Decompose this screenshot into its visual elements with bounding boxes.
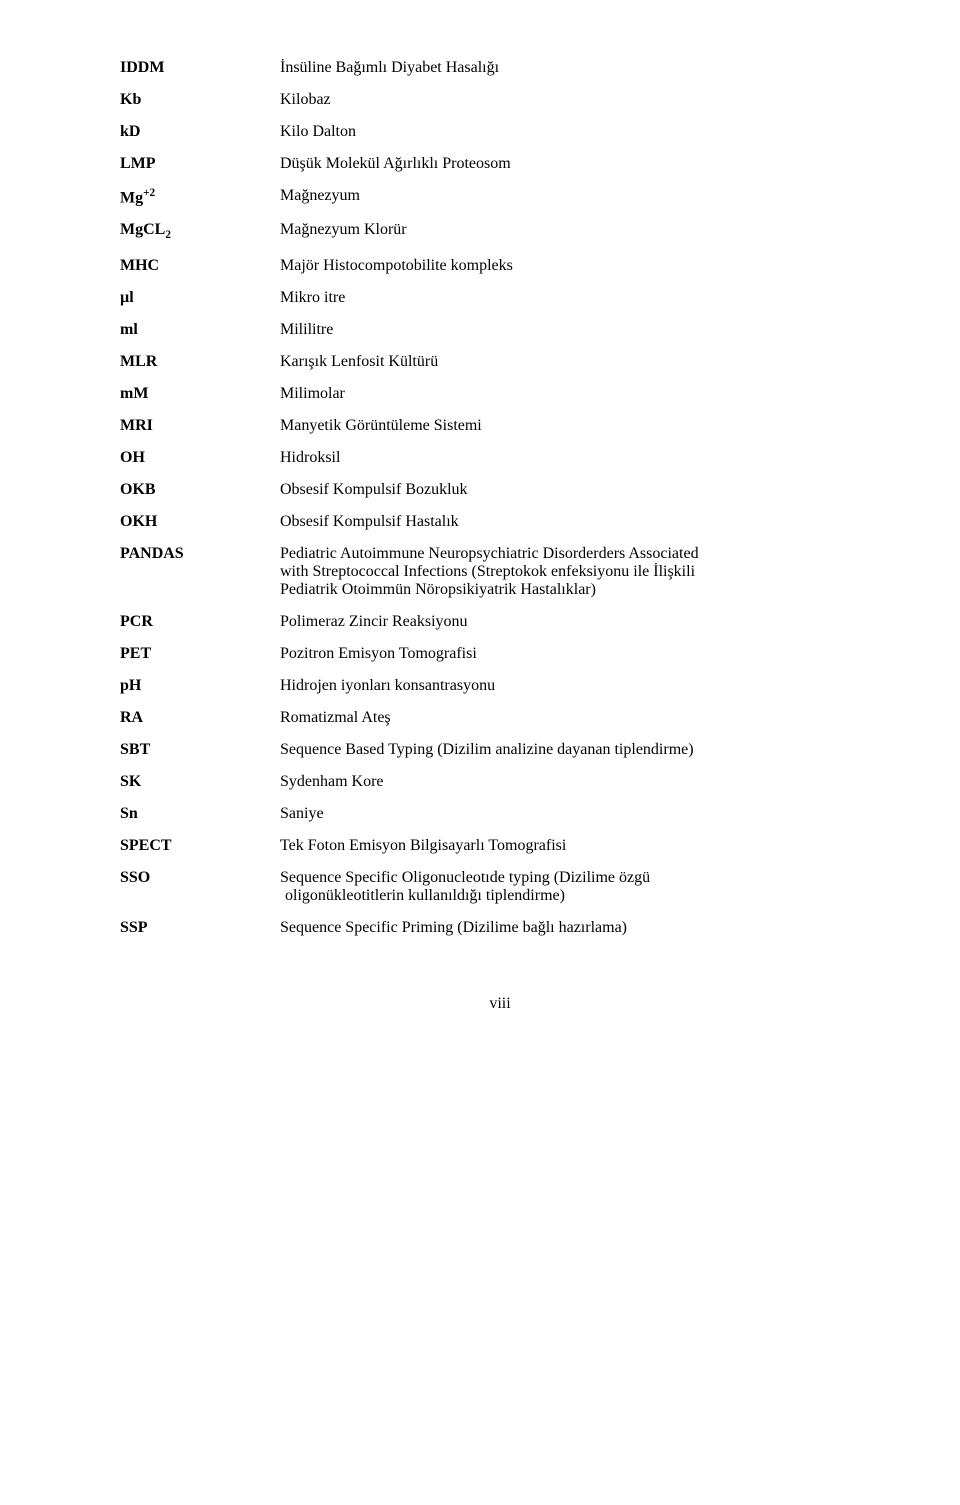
abbr-term: PANDAS [120, 546, 280, 562]
abbr-row: mMMilimolar [120, 386, 880, 402]
abbr-definition: Polimeraz Zincir Reaksiyonu [280, 614, 880, 630]
abbr-row: SSPSequence Specific Priming (Dizilime b… [120, 920, 880, 936]
abbr-definition: Obsesif Kompulsif Hastalık [280, 514, 880, 530]
abbr-row: SSOSequence Specific Oligonucleotıde typ… [120, 870, 880, 886]
abbr-row: SKSydenham Kore [120, 774, 880, 790]
abbr-term: SSO [120, 870, 280, 886]
abbr-row: SPECTTek Foton Emisyon Bilgisayarlı Tomo… [120, 838, 880, 854]
abbr-row: kDKilo Dalton [120, 124, 880, 140]
abbr-definition: Hidroksil [280, 450, 880, 466]
abbr-row: MRIManyetik Görüntüleme Sistemi [120, 418, 880, 434]
abbr-term: SSP [120, 920, 280, 936]
abbr-term: IDDM [120, 60, 280, 76]
abbr-row: µlMikro itre [120, 290, 880, 306]
abbr-row: OKBObsesif Kompulsif Bozukluk [120, 482, 880, 498]
abbr-definition: Tek Foton Emisyon Bilgisayarlı Tomografi… [280, 838, 880, 854]
abbr-row: IDDMİnsüline Bağımlı Diyabet Hasalığı [120, 60, 880, 76]
abbr-row: pHHidrojen iyonları konsantrasyonu [120, 678, 880, 694]
abbr-term: pH [120, 678, 280, 694]
abbr-definition: İnsüline Bağımlı Diyabet Hasalığı [280, 60, 880, 76]
abbr-term: ml [120, 322, 280, 338]
abbreviation-list: IDDMİnsüline Bağımlı Diyabet HasalığıKbK… [120, 60, 880, 936]
abbr-definition: Milimolar [280, 386, 880, 402]
abbr-definition-continuation: Pediatrik Otoimmün Nöropsikiyatrik Hasta… [120, 582, 880, 598]
abbr-row: RARomatizmal Ateş [120, 710, 880, 726]
abbr-term: Sn [120, 806, 280, 822]
page-number: viii [120, 996, 880, 1012]
abbr-row: MgCL2Mağnezyum Klorür [120, 222, 880, 241]
abbr-term: SBT [120, 742, 280, 758]
abbr-term: MgCL2 [120, 222, 280, 241]
abbr-definition: Sequence Specific Oligonucleotıde typing… [280, 870, 880, 886]
abbr-term: SPECT [120, 838, 280, 854]
abbr-definition: Mağnezyum [280, 188, 880, 204]
abbr-definition-continuation: with Streptococcal Infections (Streptoko… [120, 564, 880, 580]
abbr-term: µl [120, 290, 280, 306]
abbr-row: MLRKarışık Lenfosit Kültürü [120, 354, 880, 370]
abbr-definition: Hidrojen iyonları konsantrasyonu [280, 678, 880, 694]
abbr-row: OHHidroksil [120, 450, 880, 466]
abbr-term: OKH [120, 514, 280, 530]
abbr-definition: Kilo Dalton [280, 124, 880, 140]
abbr-term: OKB [120, 482, 280, 498]
abbr-term: SK [120, 774, 280, 790]
abbr-definition: Pediatric Autoimmune Neuropsychiatric Di… [280, 546, 880, 562]
abbr-definition: Karışık Lenfosit Kültürü [280, 354, 880, 370]
abbr-row: KbKilobaz [120, 92, 880, 108]
abbr-row: MHCMajör Histocompotobilite kompleks [120, 258, 880, 274]
abbr-definition: Obsesif Kompulsif Bozukluk [280, 482, 880, 498]
abbr-row: mlMililitre [120, 322, 880, 338]
abbr-term: PCR [120, 614, 280, 630]
abbr-term: MRI [120, 418, 280, 434]
abbr-row: OKHObsesif Kompulsif Hastalık [120, 514, 880, 530]
abbr-row: PETPozitron Emisyon Tomografisi [120, 646, 880, 662]
abbr-definition: Düşük Molekül Ağırlıklı Proteosom [280, 156, 880, 172]
abbr-row: LMPDüşük Molekül Ağırlıklı Proteosom [120, 156, 880, 172]
abbr-term: LMP [120, 156, 280, 172]
abbr-definition: Sydenham Kore [280, 774, 880, 790]
abbr-term: mM [120, 386, 280, 402]
abbr-definition: Pozitron Emisyon Tomografisi [280, 646, 880, 662]
abbr-definition: Majör Histocompotobilite kompleks [280, 258, 880, 274]
abbr-term: MLR [120, 354, 280, 370]
abbr-definition: Manyetik Görüntüleme Sistemi [280, 418, 880, 434]
abbr-term: Kb [120, 92, 280, 108]
abbr-term: RA [120, 710, 280, 726]
abbr-term: MHC [120, 258, 280, 274]
abbr-term: Mg+2 [120, 188, 280, 206]
abbr-term: OH [120, 450, 280, 466]
abbr-definition-continuation: oligonükleotitlerin kullanıldığı tiplend… [120, 888, 880, 904]
abbr-term: kD [120, 124, 280, 140]
abbr-row: PANDASPediatric Autoimmune Neuropsychiat… [120, 546, 880, 562]
abbr-row: SnSaniye [120, 806, 880, 822]
abbr-definition: Kilobaz [280, 92, 880, 108]
abbr-definition: Mililitre [280, 322, 880, 338]
abbr-row: SBTSequence Based Typing (Dizilim analiz… [120, 742, 880, 758]
abbr-definition: Romatizmal Ateş [280, 710, 880, 726]
abbr-row: PCRPolimeraz Zincir Reaksiyonu [120, 614, 880, 630]
abbr-definition: Saniye [280, 806, 880, 822]
abbr-row: Mg+2Mağnezyum [120, 188, 880, 206]
abbr-definition: Mağnezyum Klorür [280, 222, 880, 238]
abbr-definition: Sequence Specific Priming (Dizilime bağl… [280, 920, 880, 936]
abbr-definition: Mikro itre [280, 290, 880, 306]
abbr-definition: Sequence Based Typing (Dizilim analizine… [280, 742, 880, 758]
abbr-term: PET [120, 646, 280, 662]
